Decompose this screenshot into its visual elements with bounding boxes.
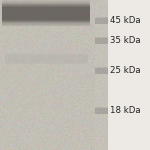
Text: 18 kDa: 18 kDa bbox=[110, 106, 141, 115]
Text: 35 kDa: 35 kDa bbox=[110, 36, 141, 45]
Text: 25 kDa: 25 kDa bbox=[110, 66, 141, 75]
Text: 45 kDa: 45 kDa bbox=[110, 16, 141, 25]
